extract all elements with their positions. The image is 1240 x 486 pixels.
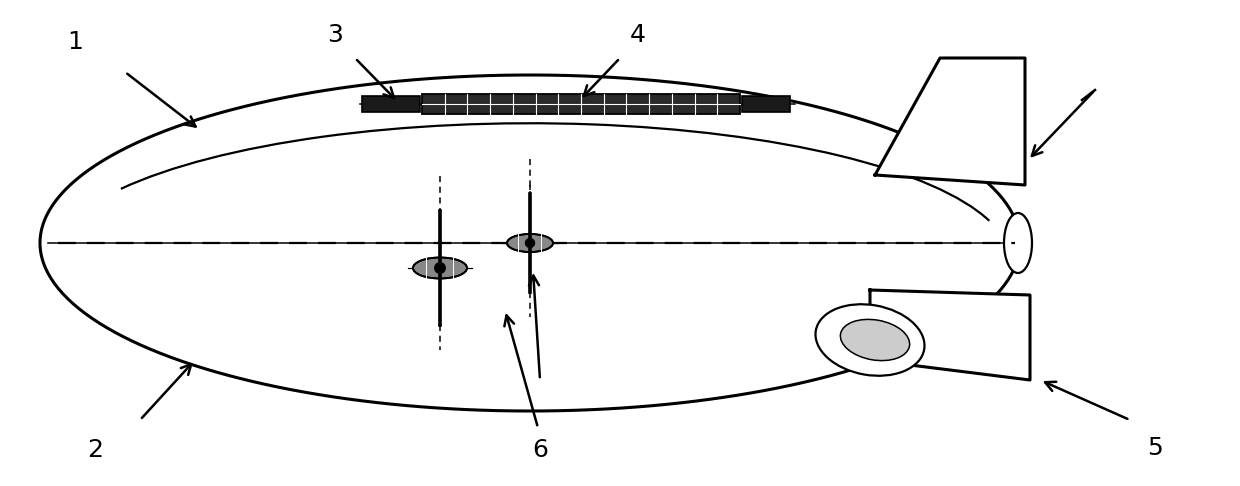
- Text: 4: 4: [630, 23, 646, 47]
- Bar: [362, 96, 420, 112]
- Text: 2: 2: [87, 438, 103, 462]
- Polygon shape: [40, 75, 1021, 411]
- Text: 5: 5: [1147, 436, 1163, 460]
- Bar: [422, 94, 740, 114]
- Polygon shape: [875, 58, 1025, 185]
- Text: 1: 1: [67, 30, 83, 54]
- Polygon shape: [870, 290, 1030, 380]
- Circle shape: [435, 263, 445, 273]
- Ellipse shape: [816, 304, 925, 376]
- Text: 3: 3: [327, 23, 343, 47]
- Ellipse shape: [1004, 213, 1032, 273]
- Text: 6: 6: [532, 438, 548, 462]
- Ellipse shape: [413, 258, 467, 278]
- Ellipse shape: [841, 319, 910, 361]
- Circle shape: [526, 239, 534, 247]
- Ellipse shape: [507, 234, 553, 252]
- Bar: [742, 96, 790, 112]
